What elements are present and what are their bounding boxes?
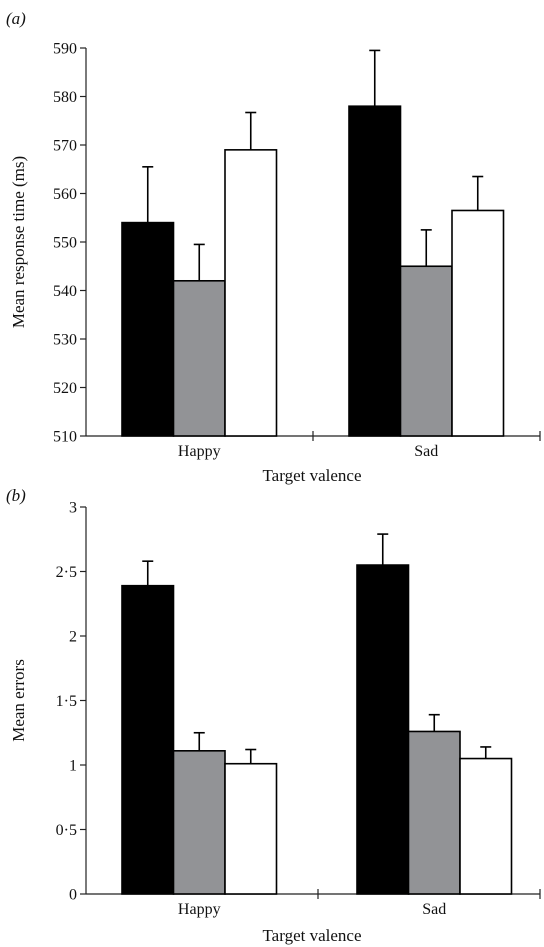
- panel-b: (b) 0 0·5 1 1·5 2 2·5 3 Happy Sad Target valence Me…: [6, 486, 541, 945]
- bar: [459, 757, 513, 895]
- bar: [451, 209, 505, 437]
- bar: [348, 105, 402, 437]
- y-tick-label: 550: [53, 235, 77, 252]
- y-tick-label: 0·5: [56, 822, 77, 839]
- y-tick-label: 590: [53, 41, 77, 58]
- bar: [224, 149, 278, 437]
- y-tick-label: 530: [53, 332, 77, 349]
- panel-label: (b): [6, 486, 26, 505]
- bar: [224, 762, 278, 895]
- bar: [407, 730, 461, 895]
- bar: [172, 279, 226, 437]
- y-axis-title: Mean errors: [9, 659, 28, 742]
- y-axis-title: Mean response time (ms): [9, 156, 28, 328]
- y-tick-label: 1·5: [56, 693, 77, 710]
- x-axis-title: Target valence: [262, 926, 361, 945]
- bar: [121, 584, 175, 895]
- x-tick-label: Sad: [422, 901, 446, 918]
- panel-label: (a): [6, 9, 26, 28]
- y-tick-label: 2: [69, 629, 77, 646]
- bar: [356, 564, 410, 895]
- y-tick-label: 520: [53, 380, 77, 397]
- x-tick-label: Happy: [178, 443, 221, 460]
- y-tick-label: 0: [69, 887, 77, 904]
- bar: [399, 265, 453, 437]
- y-tick-label: 560: [53, 186, 77, 203]
- x-axis-title: Target valence: [262, 466, 361, 485]
- x-tick-label: Happy: [178, 901, 221, 918]
- y-tick-label: 1: [69, 758, 77, 775]
- y-tick-label: 510: [53, 429, 77, 446]
- x-tick-label: Sad: [414, 443, 438, 460]
- y-tick-label: 540: [53, 283, 77, 300]
- y-tick-label: 3: [69, 500, 77, 517]
- y-tick-label: 580: [53, 89, 77, 106]
- y-tick-label: 2·5: [56, 564, 77, 581]
- bar: [121, 221, 175, 437]
- bar: [172, 750, 226, 895]
- y-tick-label: 570: [53, 138, 77, 155]
- panel-a: (a) 510 520 530 540 550 560 570 580 590 Happy Sad Ta…: [6, 9, 541, 485]
